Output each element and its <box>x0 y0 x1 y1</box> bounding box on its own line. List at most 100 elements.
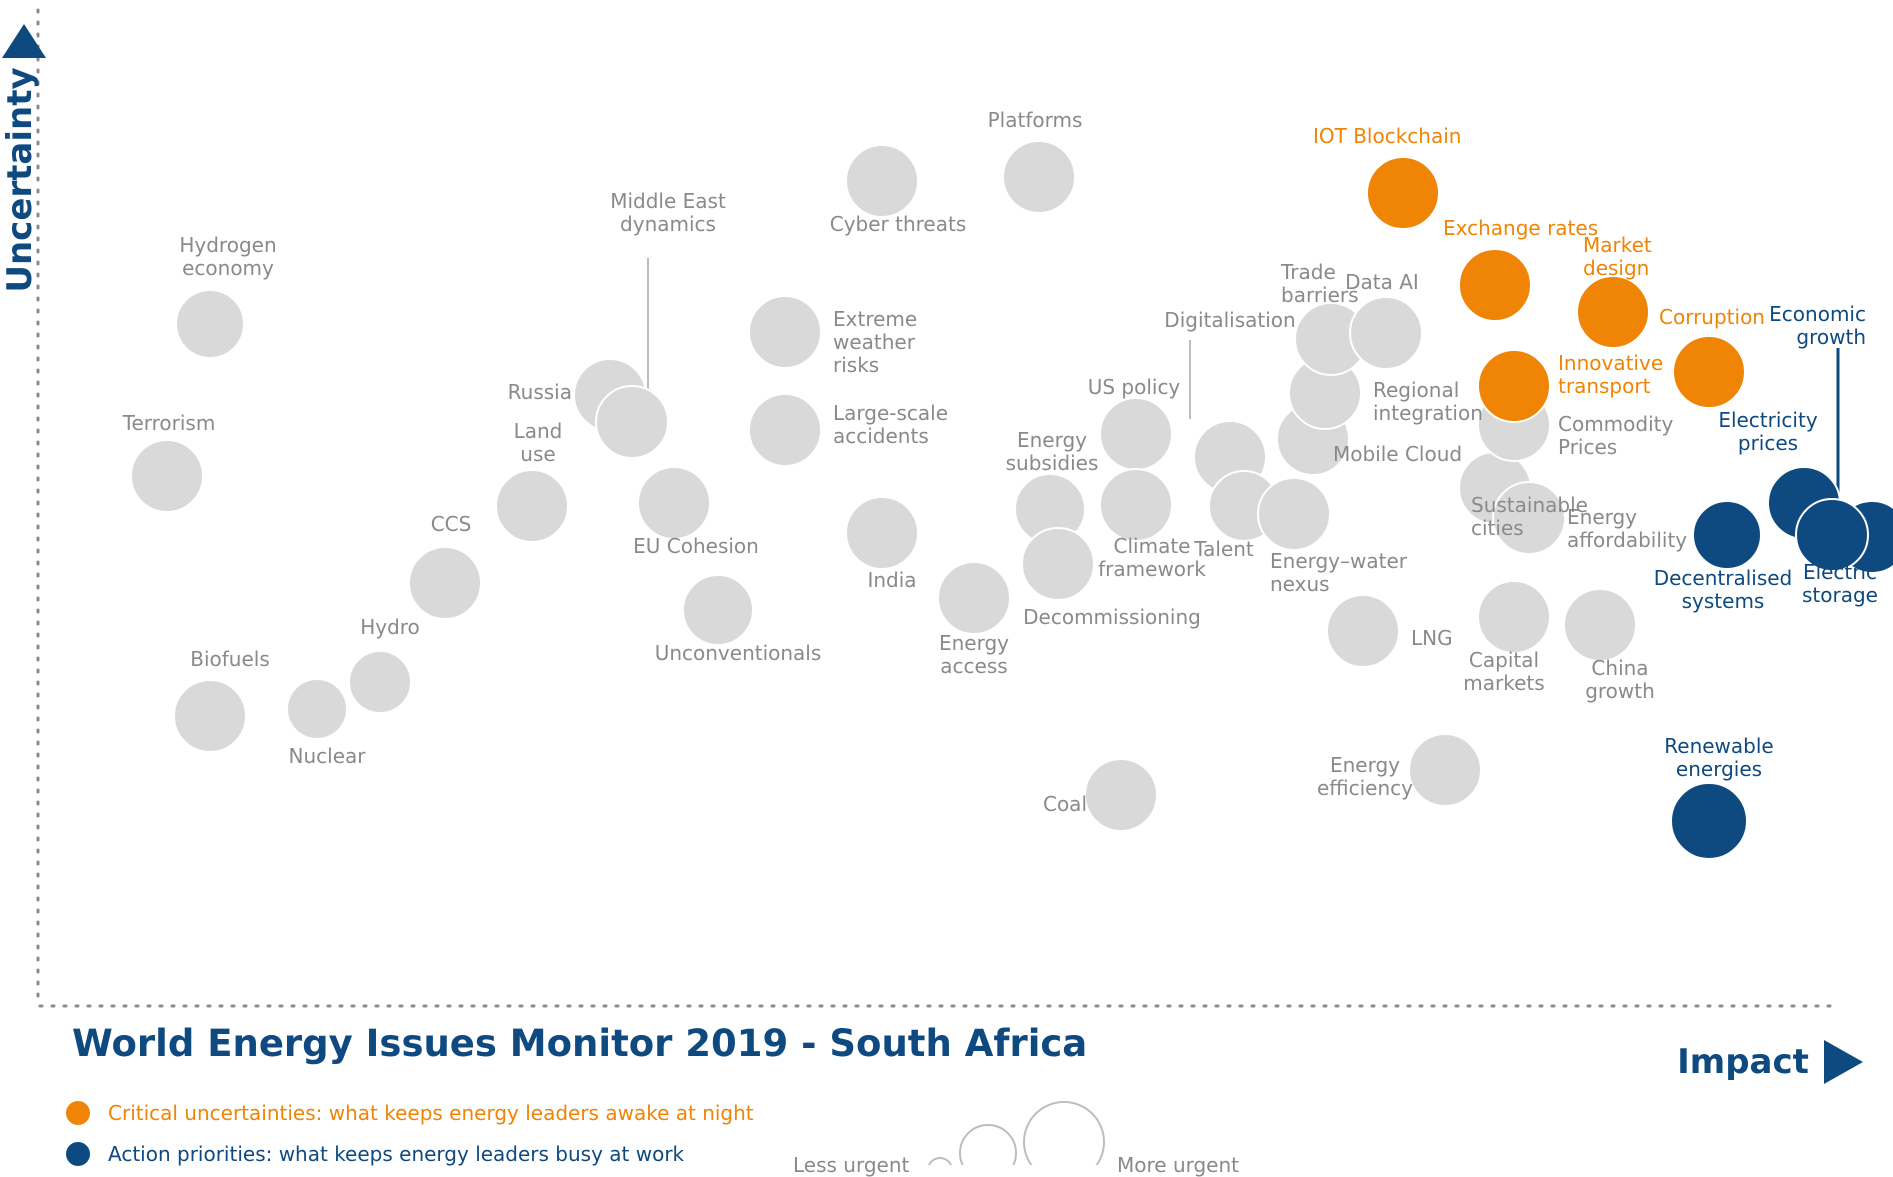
bubble-energy-access <box>937 561 1011 635</box>
bubble-layer <box>130 140 1893 860</box>
label-electricity-prices: Electricity prices <box>1718 408 1818 455</box>
bubble-energy-water-nexus <box>1257 477 1331 551</box>
label-ccs: CCS <box>431 512 472 536</box>
label-exchange-rates: Exchange rates <box>1443 216 1598 240</box>
chart-title: World Energy Issues Monitor 2019 - South… <box>72 1022 1088 1065</box>
bubble-eu-cohesion <box>637 466 711 540</box>
label-terrorism: Terrorism <box>122 411 216 435</box>
bubble-hydro <box>348 650 412 714</box>
bubble-hydrogen-economy <box>175 289 245 359</box>
x-axis-arrow-icon <box>1824 1040 1863 1084</box>
size-legend-small-icon <box>928 1157 952 1165</box>
bubble-renewable-energies <box>1670 782 1748 860</box>
label-data-ai: Data AI <box>1345 270 1419 294</box>
label-hydrogen-economy: Hydrogen economy <box>179 233 276 280</box>
label-coal: Coal <box>1043 792 1087 816</box>
label-biofuels: Biofuels <box>190 647 270 671</box>
label-russia: Russia <box>508 380 572 404</box>
label-decentralised-systems: Decentralised systems <box>1654 566 1793 613</box>
x-axis-title: Impact <box>1677 1042 1809 1082</box>
label-trade-barriers: Trade barriers <box>1280 260 1359 307</box>
bubble-us-policy <box>1099 397 1173 471</box>
bubble-coal <box>1084 758 1158 832</box>
label-hydro: Hydro <box>360 615 420 639</box>
bubble-unconventionals <box>682 574 754 646</box>
label-layer: Hydrogen economy Terrorism Biofuels Nuclear H… <box>122 108 1878 816</box>
bubble-climate-framework <box>1099 468 1173 542</box>
bubble-energy-efficiency <box>1408 733 1482 807</box>
label-energy-affordability: Energy affordability <box>1567 505 1687 552</box>
bubble-ccs <box>408 546 482 620</box>
bubble-biofuels <box>173 679 247 753</box>
bubble-terrorism <box>130 439 204 513</box>
bubble-decentralised-systems <box>1692 500 1762 570</box>
legend-priority-dot-icon <box>66 1142 90 1166</box>
label-electric-storage: Electric storage <box>1802 560 1878 607</box>
label-digitalisation: Digitalisation <box>1164 308 1295 332</box>
bubble-data-ai <box>1349 296 1423 370</box>
label-corruption: Corruption <box>1659 305 1765 329</box>
bubble-decommissioning <box>1021 527 1095 601</box>
label-energy-access: Energy access <box>939 631 1009 678</box>
label-energy-water-nexus: Energy–water nexus <box>1270 549 1408 596</box>
legend-critical-dot-icon <box>66 1101 90 1125</box>
label-india: India <box>867 568 916 592</box>
bubble-energy-affordability <box>1492 481 1566 555</box>
bubble-large-scale-accidents <box>748 393 822 467</box>
label-middle-east-dynamics: Middle East dynamics <box>610 189 726 236</box>
bubble-nuclear <box>286 678 348 740</box>
legend-priority: Action priorities: what keeps energy lea… <box>66 1142 684 1166</box>
label-china-growth: China growth <box>1585 656 1655 703</box>
bubble-middle-east-dynamics <box>595 385 669 459</box>
label-extreme-weather-risks: Extreme weather risks <box>833 307 917 377</box>
bubble-innovative-transport <box>1477 349 1551 423</box>
bubble-iot-blockchain <box>1366 156 1440 230</box>
label-market-design: Market design <box>1583 233 1652 280</box>
label-lng: LNG <box>1411 626 1453 650</box>
label-commodity-prices: Commodity Prices <box>1558 412 1673 459</box>
label-talent: Talent <box>1193 537 1254 561</box>
label-cyber-threats: Cyber threats <box>830 212 967 236</box>
label-regional-integration: Regional integration <box>1373 378 1483 425</box>
bubble-market-design <box>1576 275 1650 349</box>
label-climate-framework: Climate framework <box>1098 534 1206 581</box>
label-energy-subsidies: Energy subsidies <box>1006 428 1099 475</box>
bubble-land-use <box>495 469 569 543</box>
label-innovative-transport: Innovative transport <box>1558 351 1663 398</box>
bubble-corruption <box>1672 335 1746 409</box>
bubble-cyber-threats <box>845 144 919 218</box>
label-mobile-cloud: Mobile Cloud <box>1333 442 1462 466</box>
bubble-platforms <box>1002 140 1076 214</box>
label-land-use: Land use <box>514 419 563 466</box>
y-axis-title: Uncertainty <box>0 67 40 292</box>
size-legend-less-label: Less urgent <box>793 1153 910 1177</box>
label-renewable-energies: Renewable energies <box>1664 734 1773 781</box>
label-platforms: Platforms <box>988 108 1083 132</box>
legend-priority-label: Action priorities: what keeps energy lea… <box>108 1142 685 1166</box>
legend-critical-label: Critical uncertainties: what keeps energ… <box>108 1101 754 1125</box>
label-decommissioning: Decommissioning <box>1023 605 1201 629</box>
bubble-electric-storage <box>1795 498 1869 572</box>
size-legend-medium-icon <box>959 1124 1017 1165</box>
label-unconventionals: Unconventionals <box>655 641 822 665</box>
label-energy-efficiency: Energy efficiency <box>1317 753 1413 800</box>
bubble-india <box>845 496 919 570</box>
bubble-china-growth <box>1563 588 1637 662</box>
label-iot-blockchain: IOT Blockchain <box>1313 124 1461 148</box>
size-legend-large-icon <box>1023 1101 1105 1165</box>
label-capital-markets: Capital markets <box>1463 648 1544 695</box>
label-sustainable-cities: Sustainable cities <box>1471 493 1588 540</box>
bubble-capital-markets <box>1477 580 1551 654</box>
label-large-scale-accidents: Large-scale accidents <box>833 401 948 448</box>
label-economic-growth: Economic growth <box>1769 302 1866 349</box>
bubble-extreme-weather-risks <box>748 295 822 369</box>
size-legend-more-label: More urgent <box>1117 1153 1240 1177</box>
label-eu-cohesion: EU Cohesion <box>633 534 759 558</box>
label-us-policy: US policy <box>1088 375 1181 399</box>
legend-critical: Critical uncertainties: what keeps energ… <box>66 1101 754 1125</box>
y-axis-arrow-icon <box>2 24 46 58</box>
bubble-exchange-rates <box>1458 248 1532 322</box>
label-nuclear: Nuclear <box>289 744 367 768</box>
bubble-lng <box>1326 594 1400 668</box>
